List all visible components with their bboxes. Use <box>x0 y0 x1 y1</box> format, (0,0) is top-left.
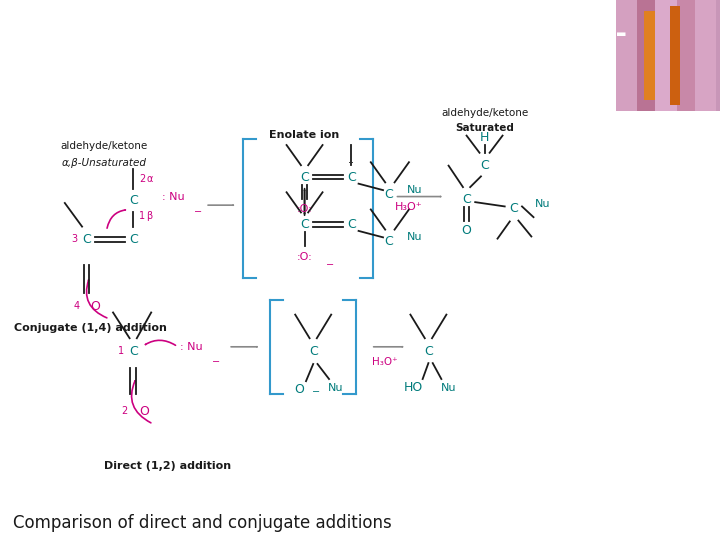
Text: H₃O⁺: H₃O⁺ <box>372 357 398 367</box>
Bar <box>644 11 655 99</box>
Text: 2: 2 <box>139 174 145 184</box>
Text: C: C <box>129 194 138 207</box>
Text: aldehyde/ketone: aldehyde/ketone <box>441 107 528 118</box>
Text: aldehyde/ketone: aldehyde/ketone <box>60 141 148 151</box>
Bar <box>616 0 637 111</box>
Text: Nu: Nu <box>407 185 423 195</box>
Text: O: O <box>90 300 100 313</box>
Text: 1: 1 <box>118 346 125 356</box>
Text: −: − <box>326 260 334 270</box>
Text: C: C <box>300 218 309 231</box>
Text: Direct (1,2) addition: Direct (1,2) addition <box>104 461 232 470</box>
Text: Saturated: Saturated <box>455 123 514 133</box>
Text: C: C <box>309 345 318 357</box>
Text: Nu: Nu <box>535 199 551 210</box>
Text: β: β <box>146 211 153 221</box>
Text: −: − <box>194 207 202 217</box>
Text: −: − <box>312 387 320 397</box>
Text: Conjugate (1,4) addition: Conjugate (1,4) addition <box>14 323 167 333</box>
Text: C: C <box>384 235 393 248</box>
Text: C: C <box>129 233 138 246</box>
Text: 3: 3 <box>71 234 77 245</box>
Text: C: C <box>424 345 433 357</box>
Text: Nu: Nu <box>441 383 457 393</box>
Text: −: − <box>212 357 220 367</box>
Text: Conjugate Nucleophilic Addition to α,β-: Conjugate Nucleophilic Addition to α,β- <box>11 20 627 48</box>
Text: Unsaturated Aldehydes and Ketones: Unsaturated Aldehydes and Ketones <box>11 72 583 100</box>
Text: C: C <box>129 345 138 357</box>
Text: C: C <box>480 159 489 172</box>
Text: H₃O⁺: H₃O⁺ <box>395 202 423 212</box>
Bar <box>655 0 677 111</box>
Bar <box>677 0 695 111</box>
Text: 1: 1 <box>139 211 145 221</box>
Bar <box>637 0 655 111</box>
Text: O: O <box>294 383 305 396</box>
Text: 2: 2 <box>121 406 127 416</box>
Text: C: C <box>347 218 356 231</box>
Text: α: α <box>146 174 153 184</box>
Text: C: C <box>300 171 309 184</box>
Text: C: C <box>347 171 356 184</box>
Text: :O:: :O: <box>297 205 312 214</box>
Text: Comparison of direct and conjugate additions: Comparison of direct and conjugate addit… <box>13 514 392 532</box>
Text: : Nu: : Nu <box>180 342 202 352</box>
Text: Nu: Nu <box>328 383 343 393</box>
Bar <box>616 0 720 111</box>
Text: :O:: :O: <box>297 252 312 262</box>
Text: C: C <box>509 202 518 215</box>
Text: Enolate ion: Enolate ion <box>269 130 340 140</box>
Text: α,β-Unsaturated: α,β-Unsaturated <box>62 158 147 168</box>
Text: C: C <box>384 188 393 201</box>
Text: : Nu: : Nu <box>162 192 184 201</box>
Bar <box>695 0 716 111</box>
Bar <box>670 5 680 105</box>
Text: 4: 4 <box>73 301 79 311</box>
Text: O: O <box>462 225 472 238</box>
Text: ..: .. <box>348 155 354 165</box>
Text: H: H <box>480 131 490 144</box>
Text: Nu: Nu <box>407 232 423 242</box>
Text: O: O <box>139 404 149 418</box>
Text: C: C <box>462 193 471 206</box>
Text: HO: HO <box>403 381 423 394</box>
Text: C: C <box>82 233 91 246</box>
